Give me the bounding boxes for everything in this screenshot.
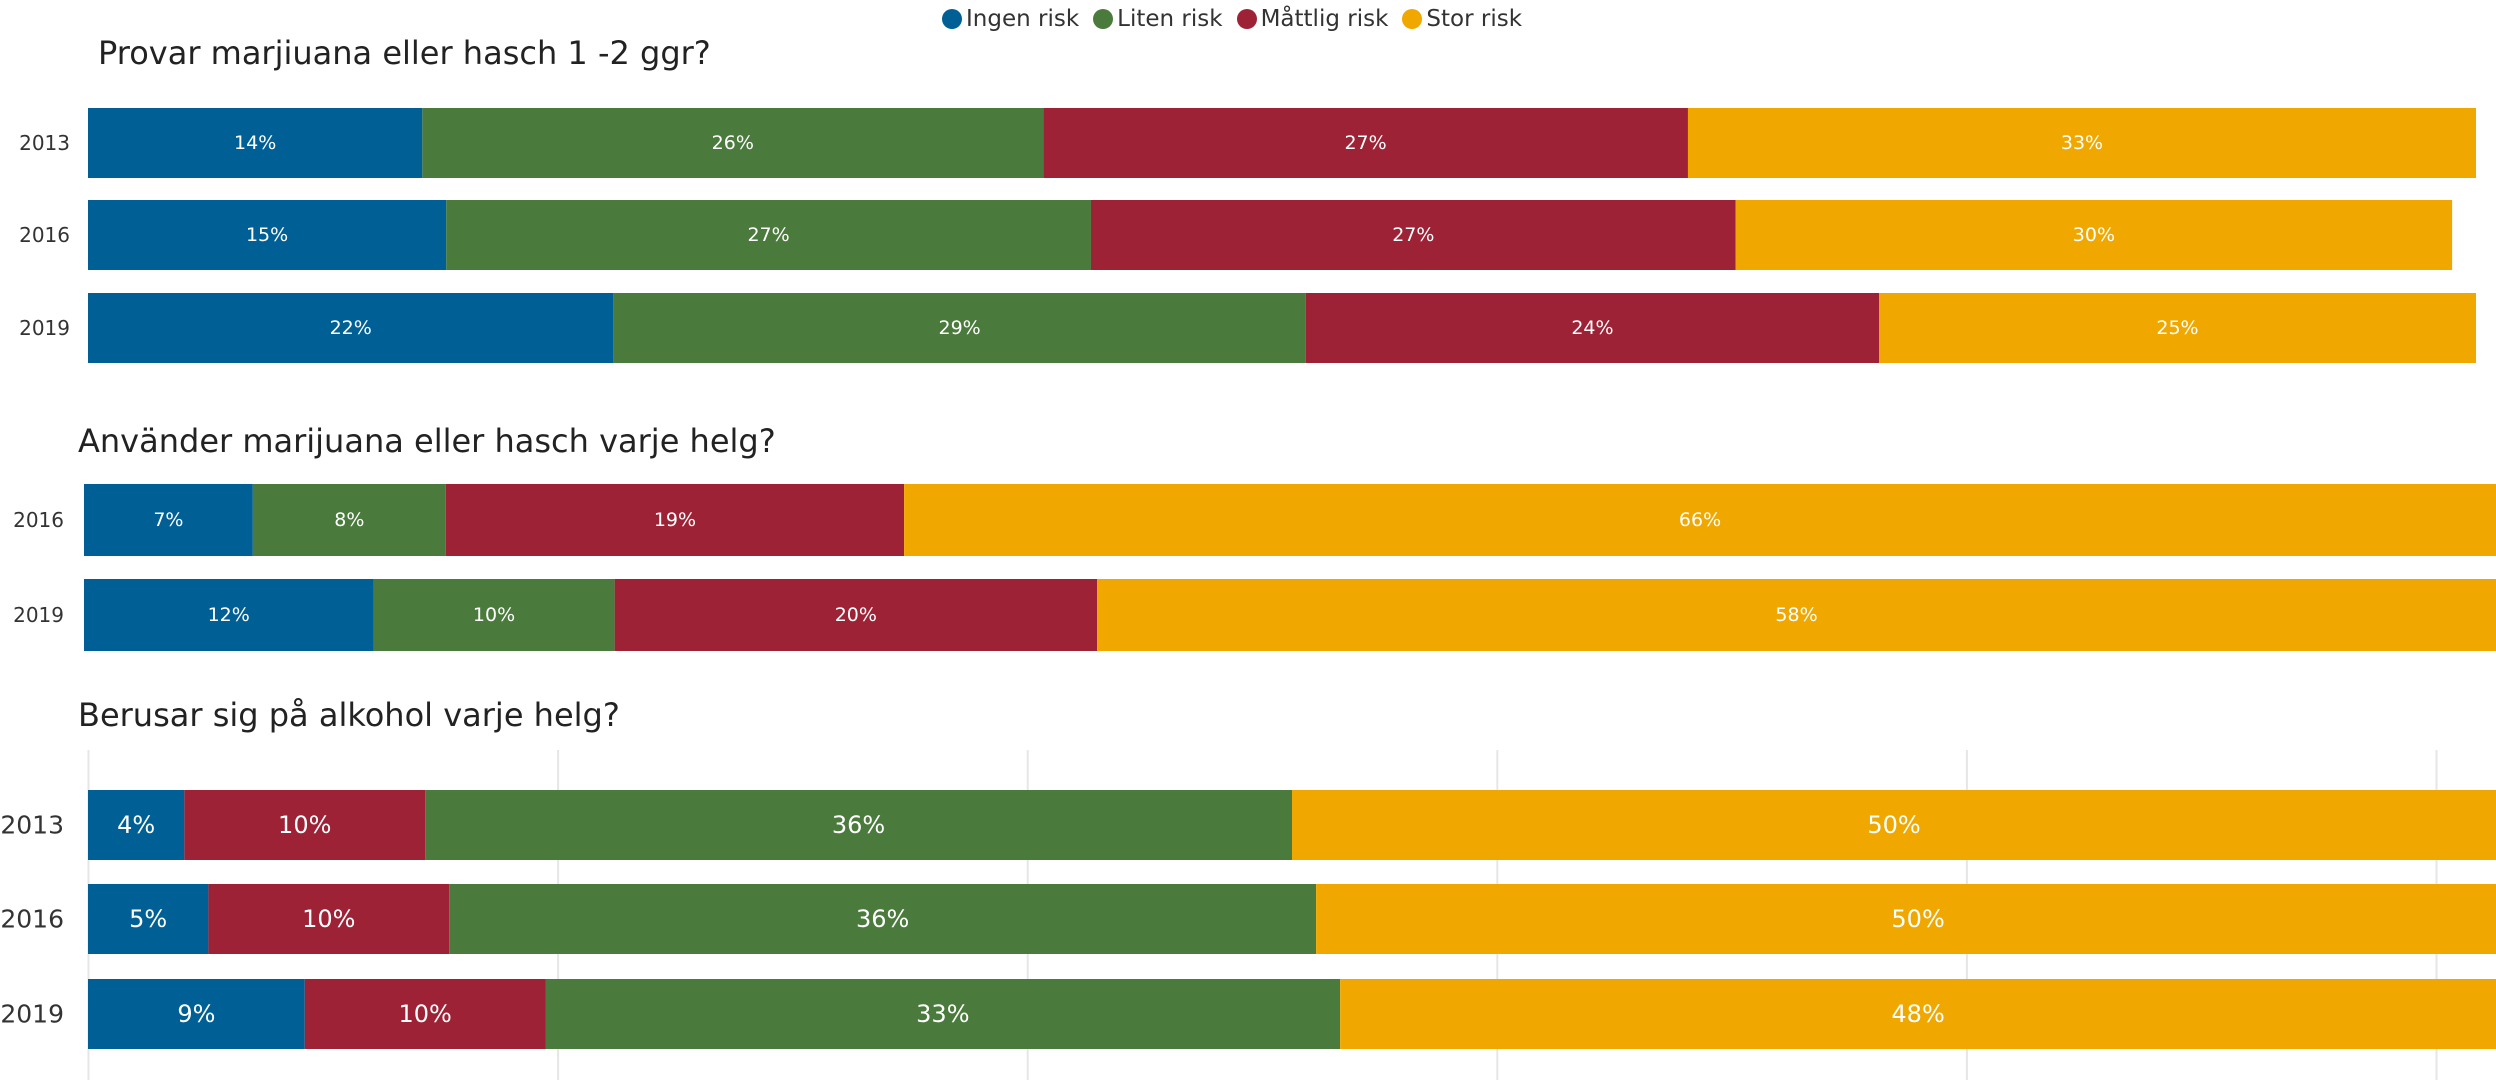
legend-label: Ingen risk — [966, 6, 1080, 32]
data-label: 27% — [1392, 224, 1434, 246]
data-label: 8% — [334, 509, 364, 531]
bar-segment — [84, 579, 374, 651]
bar-segment — [422, 108, 1044, 178]
data-label: 50% — [1891, 905, 1944, 933]
data-label: 26% — [712, 132, 754, 154]
bar-segment — [545, 979, 1341, 1049]
data-label: 33% — [916, 1000, 969, 1028]
legend-item-stor-risk[interactable]: Stor risk — [1402, 6, 1522, 32]
chart-title: Använder marijuana eller hasch varje hel… — [78, 422, 776, 460]
data-label: 29% — [939, 317, 981, 339]
legend-label: Måttlig risk — [1260, 6, 1389, 32]
data-label: 25% — [2156, 317, 2198, 339]
data-label: 9% — [177, 1000, 215, 1028]
bar-segment — [1305, 293, 1879, 363]
data-label: 10% — [473, 604, 515, 626]
bar-segment — [88, 979, 305, 1049]
data-label: 50% — [1867, 811, 1920, 839]
data-label: 15% — [246, 224, 288, 246]
chart-title: Berusar sig på alkohol varje helg? — [78, 696, 620, 734]
data-label: 66% — [1679, 509, 1721, 531]
bar-segment — [446, 200, 1091, 270]
bar-segment — [1043, 108, 1688, 178]
data-label: 30% — [2073, 224, 2115, 246]
legend-marker-icon — [1402, 9, 1423, 29]
bar-segment — [1879, 293, 2476, 363]
bar-segment — [88, 293, 614, 363]
data-label: 48% — [1891, 1000, 1944, 1028]
bar-segment — [1316, 884, 2496, 954]
bar-segment — [1340, 979, 2496, 1049]
data-label: 36% — [856, 905, 909, 933]
data-label: 12% — [208, 604, 250, 626]
data-label: 14% — [234, 132, 276, 154]
year-label: 2019 — [0, 1000, 64, 1029]
data-label: 22% — [330, 317, 372, 339]
legend-marker-icon — [1093, 9, 1114, 29]
bar-segment — [304, 979, 546, 1049]
year-label: 2016 — [19, 223, 70, 247]
stacked-bar-chart-provar: 2013 14% 26% 27% 33% 2016 15% 27% 27% 30% 2019 22% 2… — [19, 108, 2476, 363]
chart-legend: Ingen risk Liten risk Måttlig risk Stor … — [942, 6, 1522, 32]
data-label: 33% — [2061, 132, 2103, 154]
chart-title: Provar marjiuana eller hasch 1 -2 ggr? — [98, 34, 711, 72]
legend-item-liten-risk[interactable]: Liten risk — [1093, 6, 1223, 32]
data-label: 27% — [1344, 132, 1386, 154]
legend-label: Stor risk — [1426, 6, 1523, 32]
year-label: 2016 — [0, 905, 64, 934]
bar-segment — [1090, 200, 1736, 270]
data-label: 24% — [1571, 317, 1613, 339]
bar-segment — [373, 579, 615, 651]
data-label: 20% — [835, 604, 877, 626]
year-label: 2019 — [13, 603, 64, 627]
bar-segment — [904, 484, 2496, 556]
data-label: 7% — [153, 509, 183, 531]
year-label: 2016 — [13, 508, 64, 532]
data-label: 4% — [117, 811, 155, 839]
bar-segment — [88, 200, 447, 270]
legend-label: Liten risk — [1117, 6, 1223, 32]
data-label: 10% — [302, 905, 355, 933]
bar-segment — [88, 108, 423, 178]
bar-segment — [88, 790, 185, 860]
bar-segment — [1292, 790, 2496, 860]
legend-item-ingen-risk[interactable]: Ingen risk — [942, 6, 1079, 32]
bar-segment — [614, 579, 1098, 651]
data-label: 27% — [747, 224, 789, 246]
legend-item-mattlig-risk[interactable]: Måttlig risk — [1236, 6, 1389, 32]
bar-segment — [88, 884, 209, 954]
bar-segment — [425, 790, 1292, 860]
bar-segment — [449, 884, 1317, 954]
legend-marker-icon — [942, 9, 962, 29]
year-label: 2013 — [0, 811, 64, 840]
bar-segment — [208, 884, 450, 954]
bar-segment — [184, 790, 426, 860]
bar-segment — [445, 484, 905, 556]
year-label: 2013 — [19, 131, 70, 155]
bar-segment — [1687, 108, 2476, 178]
bar-segment — [1097, 579, 2496, 651]
data-label: 10% — [398, 1000, 451, 1028]
bar-segment — [252, 484, 446, 556]
year-label: 2019 — [19, 316, 70, 340]
bar-segment — [613, 293, 1306, 363]
data-label: 36% — [832, 811, 885, 839]
bar-segment — [1735, 200, 2453, 270]
stacked-bar-chart-berusar: 2013 4% 10% 36% 50% 2016 5% 10% 36% 50% 2019 9% 10% 3… — [0, 750, 2496, 1080]
data-label: 58% — [1775, 604, 1817, 626]
bar-segment — [84, 484, 253, 556]
data-label: 10% — [278, 811, 331, 839]
legend-marker-icon — [1236, 9, 1257, 29]
data-label: 19% — [654, 509, 696, 531]
data-label: 5% — [129, 905, 167, 933]
stacked-bar-chart-anvander: 2016 7% 8% 19% 66% 2019 12% 10% 20% 58% — [13, 484, 2496, 651]
